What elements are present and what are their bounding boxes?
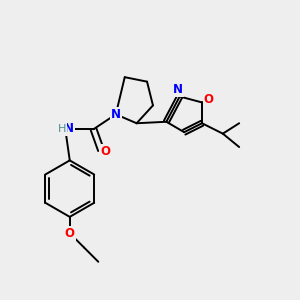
Text: O: O	[65, 227, 75, 240]
Text: N: N	[64, 122, 74, 135]
Text: H: H	[58, 124, 66, 134]
Text: N: N	[111, 108, 121, 121]
Text: N: N	[173, 83, 183, 97]
Text: O: O	[204, 93, 214, 106]
Text: O: O	[100, 145, 110, 158]
